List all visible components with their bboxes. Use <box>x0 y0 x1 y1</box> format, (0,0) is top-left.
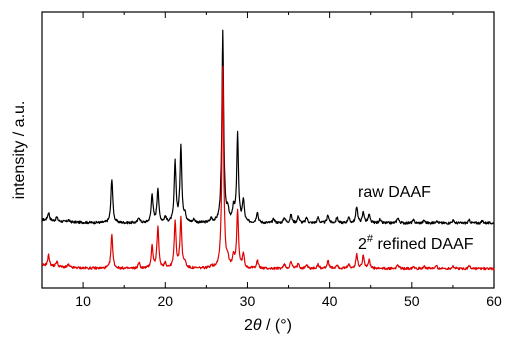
series-line-refined-daaf <box>41 65 495 271</box>
x-tick-label: 60 <box>486 293 502 309</box>
refined-label-number: 2 <box>358 236 367 253</box>
x-axis-title-unit: / (°) <box>262 317 292 334</box>
y-axis-title: intensity / a.u. <box>11 101 28 200</box>
series-label-refined-daaf: 2# refined DAAF <box>358 233 474 253</box>
x-tick-label: 10 <box>75 293 91 309</box>
refined-label-text: refined DAAF <box>373 236 474 253</box>
x-axis-title-theta: θ <box>253 317 262 334</box>
x-tick-label: 40 <box>322 293 338 309</box>
series-line-raw-daaf <box>41 29 495 225</box>
x-axis-title: 2θ / (°) <box>244 317 292 334</box>
x-tick-label: 30 <box>240 293 256 309</box>
plot-frame <box>41 11 495 289</box>
refined-label-superscript: # <box>367 233 374 245</box>
x-tick-label: 50 <box>404 293 420 309</box>
x-tick-label: 20 <box>157 293 173 309</box>
x-axis-ticks: 10 20 30 40 50 60 <box>75 12 502 309</box>
series-label-raw-daaf: raw DAAF <box>358 184 431 201</box>
x-axis-title-symbol: 2 <box>244 317 253 334</box>
